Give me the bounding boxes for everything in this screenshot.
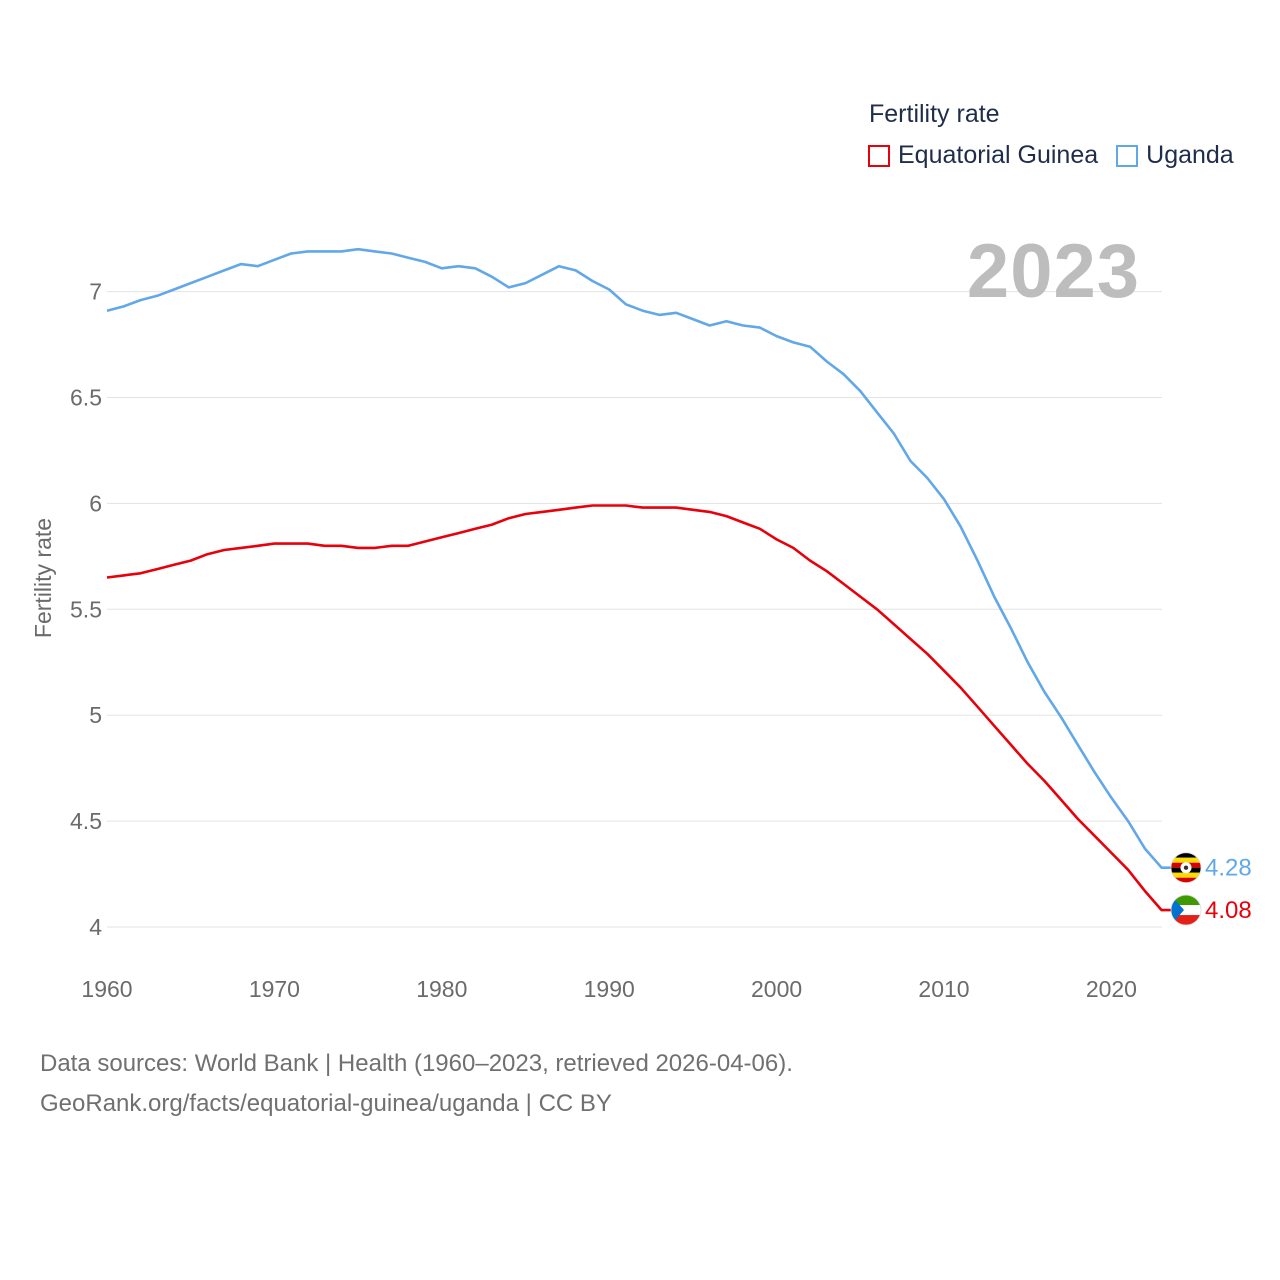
x-tick-label: 2010 (918, 976, 969, 1002)
legend-title: Fertility rate (869, 100, 1000, 128)
x-tick-label: 2020 (1086, 976, 1137, 1002)
legend-item-uganda[interactable]: Uganda (1116, 141, 1234, 170)
legend: Equatorial Guinea Uganda (868, 141, 1252, 170)
year-label: 2023 (966, 229, 1140, 314)
grid-lines (107, 291, 1162, 928)
footer-sources: Data sources: World Bank | Health (1960–… (40, 1050, 793, 1077)
y-axis-title: Fertility rate (30, 518, 56, 638)
y-tick-label: 4 (89, 914, 102, 940)
legend-swatch-uganda (1116, 144, 1139, 167)
equatorial-guinea-flag-icon (1170, 894, 1202, 926)
y-tick-label: 6.5 (70, 385, 102, 411)
y-tick-label: 4.5 (70, 808, 102, 834)
y-axis-ticks: 4 4.5 5 5.5 6 6.5 7 (70, 279, 102, 940)
series-line-equatorial-guinea (106, 504, 1174, 912)
y-tick-label: 5.5 (70, 596, 102, 622)
legend-label-uganda: Uganda (1146, 141, 1234, 169)
series-lines (106, 247, 1174, 912)
x-tick-label: 1960 (81, 976, 132, 1002)
legend-item-equatorial-guinea[interactable]: Equatorial Guinea (868, 141, 1098, 170)
footer: Data sources: World Bank | Health (1960–… (40, 1044, 793, 1124)
footer-url: GeoRank.org/facts/equatorial-guinea/ugan… (40, 1090, 612, 1117)
x-tick-label: 1970 (249, 976, 300, 1002)
y-tick-label: 7 (89, 279, 102, 305)
x-axis-ticks: 1960 1970 1980 1990 2000 2010 2020 (81, 976, 1137, 1002)
legend-label-equatorial-guinea: Equatorial Guinea (898, 141, 1099, 169)
end-label-uganda: 4.28 (1205, 855, 1252, 882)
y-tick-label: 6 (89, 490, 102, 516)
end-label-equatorial-guinea: 4.08 (1205, 897, 1252, 924)
x-tick-label: 1990 (584, 976, 635, 1002)
end-labels: 4.08 4.28 (1170, 852, 1252, 926)
legend-swatch-equatorial-guinea (868, 144, 890, 167)
uganda-flag-icon (1170, 852, 1202, 884)
y-tick-label: 5 (89, 702, 102, 728)
x-tick-label: 1980 (416, 976, 467, 1002)
series-line-uganda (106, 247, 1174, 869)
x-tick-label: 2000 (751, 976, 802, 1002)
